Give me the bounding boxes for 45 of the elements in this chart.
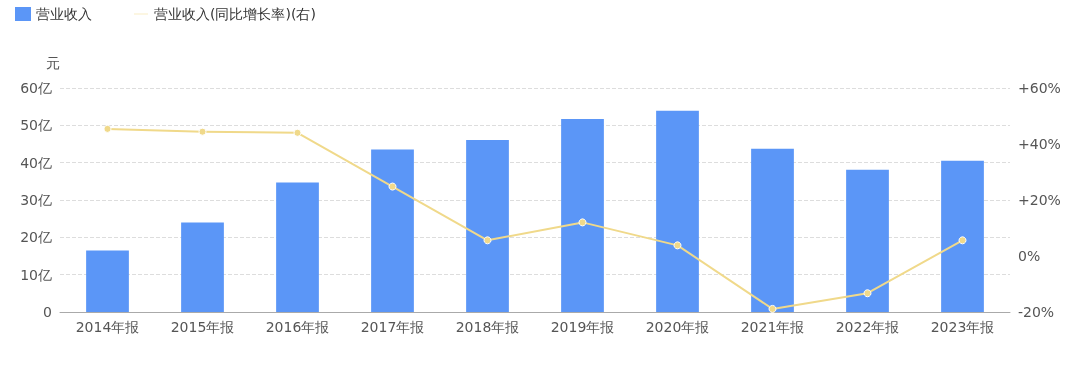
legend-label: 营业收入(同比增长率)(右) bbox=[154, 6, 316, 22]
x-tick-label: 2022年报 bbox=[835, 319, 900, 335]
x-tick-label: 2017年报 bbox=[360, 319, 425, 335]
y2-tick-label: 0% bbox=[1018, 248, 1041, 264]
bar bbox=[941, 160, 984, 312]
y2-tick-label: +60% bbox=[1018, 80, 1061, 96]
y2-tick-label: +40% bbox=[1018, 136, 1061, 152]
bar bbox=[846, 169, 889, 312]
y2-tick-label: -20% bbox=[1018, 304, 1055, 320]
x-tick-label: 2016年报 bbox=[265, 319, 330, 335]
y-tick-label: 10亿 bbox=[20, 266, 52, 283]
bar bbox=[561, 118, 604, 312]
point bbox=[768, 304, 777, 313]
y-tick-label: 20亿 bbox=[20, 229, 52, 246]
x-tick-label: 2018年报 bbox=[455, 319, 520, 335]
y-tick-label: 0 bbox=[43, 304, 52, 320]
y-tick-label: 50亿 bbox=[20, 117, 52, 134]
bar bbox=[751, 148, 794, 312]
bar bbox=[371, 149, 414, 312]
y-tick-label: 60亿 bbox=[20, 80, 52, 96]
x-tick-label: 2020年报 bbox=[645, 319, 710, 335]
x-tick-label: 2021年报 bbox=[740, 319, 805, 335]
point bbox=[198, 127, 207, 136]
y-tick-label: 40亿 bbox=[20, 154, 52, 171]
bar bbox=[656, 110, 699, 312]
x-tick-label: 2015年报 bbox=[170, 319, 235, 335]
bar bbox=[86, 250, 129, 312]
point bbox=[863, 289, 872, 298]
bar bbox=[276, 182, 319, 312]
y2-tick-label: +20% bbox=[1018, 192, 1061, 208]
point bbox=[578, 218, 587, 227]
point bbox=[483, 236, 492, 245]
y-tick-label: 30亿 bbox=[20, 192, 52, 208]
point bbox=[673, 241, 682, 250]
y-axis-title: 元 bbox=[46, 55, 60, 71]
point bbox=[293, 128, 302, 137]
point bbox=[958, 236, 967, 245]
bar bbox=[466, 139, 509, 312]
point bbox=[388, 182, 397, 191]
x-tick-label: 2019年报 bbox=[550, 319, 615, 335]
point bbox=[103, 124, 112, 133]
bar bbox=[181, 222, 224, 312]
x-tick-label: 2023年报 bbox=[930, 319, 995, 335]
legend-label: 营业收入 bbox=[36, 6, 92, 22]
x-tick-label: 2014年报 bbox=[75, 319, 140, 335]
